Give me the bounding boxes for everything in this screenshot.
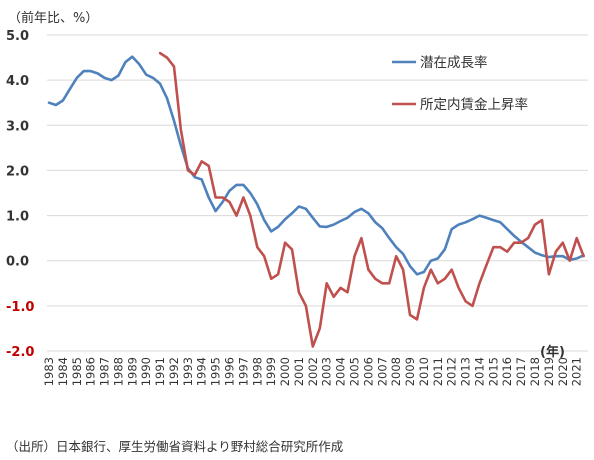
x-tick-label: 2002 [306, 357, 320, 386]
gridlines [47, 34, 588, 352]
x-tick-label: 2000 [278, 357, 292, 386]
x-tick-label: 2010 [417, 357, 431, 386]
x-tick-label: 1992 [167, 357, 181, 386]
y-tick-label: -2.0 [6, 345, 34, 360]
x-tick-label: 2005 [347, 357, 361, 386]
x-tick-label: 1989 [125, 357, 139, 386]
x-tick-label: 2017 [514, 357, 528, 386]
series-lines [47, 51, 585, 348]
x-tick-label: 2011 [431, 357, 445, 386]
x-tick-label: 2004 [334, 357, 348, 386]
y-tick-label: 4.0 [6, 74, 29, 89]
x-tick-label: 1998 [250, 357, 264, 386]
series-line-1 [47, 55, 585, 276]
x-tick-label: 1986 [84, 357, 98, 386]
x-tick-label: 2003 [320, 357, 334, 386]
x-tick-label: 2021 [570, 357, 584, 386]
x-tick-label: 1993 [181, 357, 195, 386]
x-tick-label: 1984 [56, 357, 70, 386]
x-tick-label: 2008 [389, 357, 403, 386]
x-tick-label: 1985 [70, 357, 84, 386]
x-tick-label: 1994 [195, 357, 209, 386]
x-axis-unit-label: (年) [540, 344, 565, 360]
x-tick-label: 2001 [292, 357, 306, 386]
x-tick-label: 2006 [361, 357, 375, 386]
x-tick-label: 2009 [403, 357, 417, 386]
x-tick-label: 1991 [153, 357, 167, 386]
x-tick-label: 2019 [542, 357, 556, 386]
source-note: （出所）日本銀行、厚生労働省資料より野村総合研究所作成 [6, 439, 344, 454]
series-line-2 [158, 51, 585, 348]
legend-label: 所定内賃金上昇率 [420, 96, 528, 113]
y-tick-label: 5.0 [6, 29, 29, 44]
x-tick-label: 2013 [459, 357, 473, 386]
x-tick-label: 2018 [528, 357, 542, 386]
x-tick-label: 1999 [264, 357, 278, 386]
y-tick-label: 1.0 [6, 210, 29, 225]
y-tick-label: 3.0 [6, 119, 29, 134]
x-tick-label: 1997 [236, 357, 250, 386]
x-tick-label: 1990 [139, 357, 153, 386]
y-tick-label: -1.0 [6, 300, 34, 315]
x-tick-label: 2014 [472, 357, 486, 386]
x-tick-label: 2012 [445, 357, 459, 386]
x-tick-label: 1987 [98, 357, 112, 386]
x-tick-label: 2020 [556, 357, 570, 386]
x-tick-label: 1988 [111, 357, 125, 386]
y-axis-unit-label: （前年比、%） [8, 11, 99, 26]
x-tick-label: 2007 [375, 357, 389, 386]
legend-label: 潜在成長率 [420, 54, 488, 71]
y-tick-label: 0.0 [6, 255, 29, 270]
x-tick-label: 1996 [223, 357, 237, 386]
x-tick-label: 1995 [209, 357, 223, 386]
x-axis-ticks: 1983 1984 1985 1986 1987 1988 1989 1990 1991 1992… [42, 357, 584, 386]
y-tick-label: 2.0 [6, 164, 29, 179]
x-tick-label: 1983 [42, 357, 56, 386]
y-axis-ticks: 5.0 4.0 3.0 2.0 1.0 0.0 -1.0 -2.0 [6, 29, 34, 360]
x-tick-label: 2015 [486, 357, 500, 386]
x-tick-label: 2016 [500, 357, 514, 386]
